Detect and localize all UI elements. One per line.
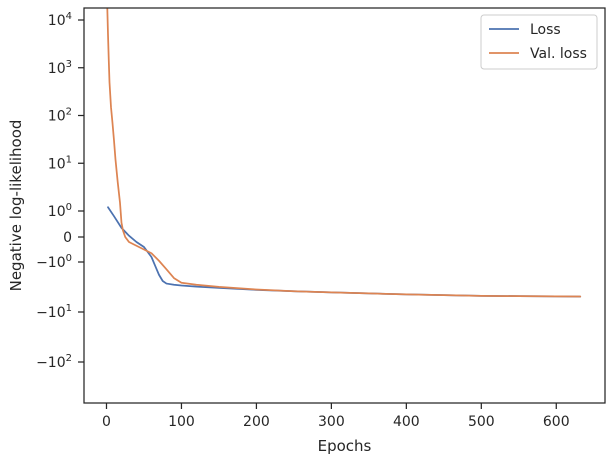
y-tick-label: −100: [36, 253, 72, 271]
x-tick-label: 200: [243, 414, 270, 430]
y-tick-label: 103: [48, 59, 72, 77]
y-tick-label: 104: [48, 11, 72, 29]
legend-label-loss: Loss: [530, 22, 561, 38]
legend-label-val-loss: Val. loss: [530, 46, 587, 62]
y-tick-label: −101: [36, 303, 72, 321]
y-tick-label: 102: [48, 107, 72, 125]
x-tick-label: 300: [318, 414, 345, 430]
x-tick-label: 400: [393, 414, 420, 430]
y-axis-label: Negative log-likelihood: [7, 120, 25, 292]
x-tick-label: 0: [102, 414, 111, 430]
y-tick-label: −102: [36, 353, 72, 371]
series-line-val-loss: [106, 8, 582, 298]
plot-frame: [83, 7, 606, 404]
legend: Loss Val. loss: [480, 14, 598, 70]
y-tick-label: 101: [48, 154, 72, 172]
x-tick-label: 500: [468, 414, 495, 430]
x-tick-label: 100: [168, 414, 195, 430]
x-axis-label: Epochs: [318, 437, 372, 455]
x-tick-label: 600: [543, 414, 570, 430]
y-tick-label: 0: [63, 230, 72, 246]
series-line-loss: [107, 206, 582, 298]
y-tick-label: 100: [48, 202, 72, 220]
